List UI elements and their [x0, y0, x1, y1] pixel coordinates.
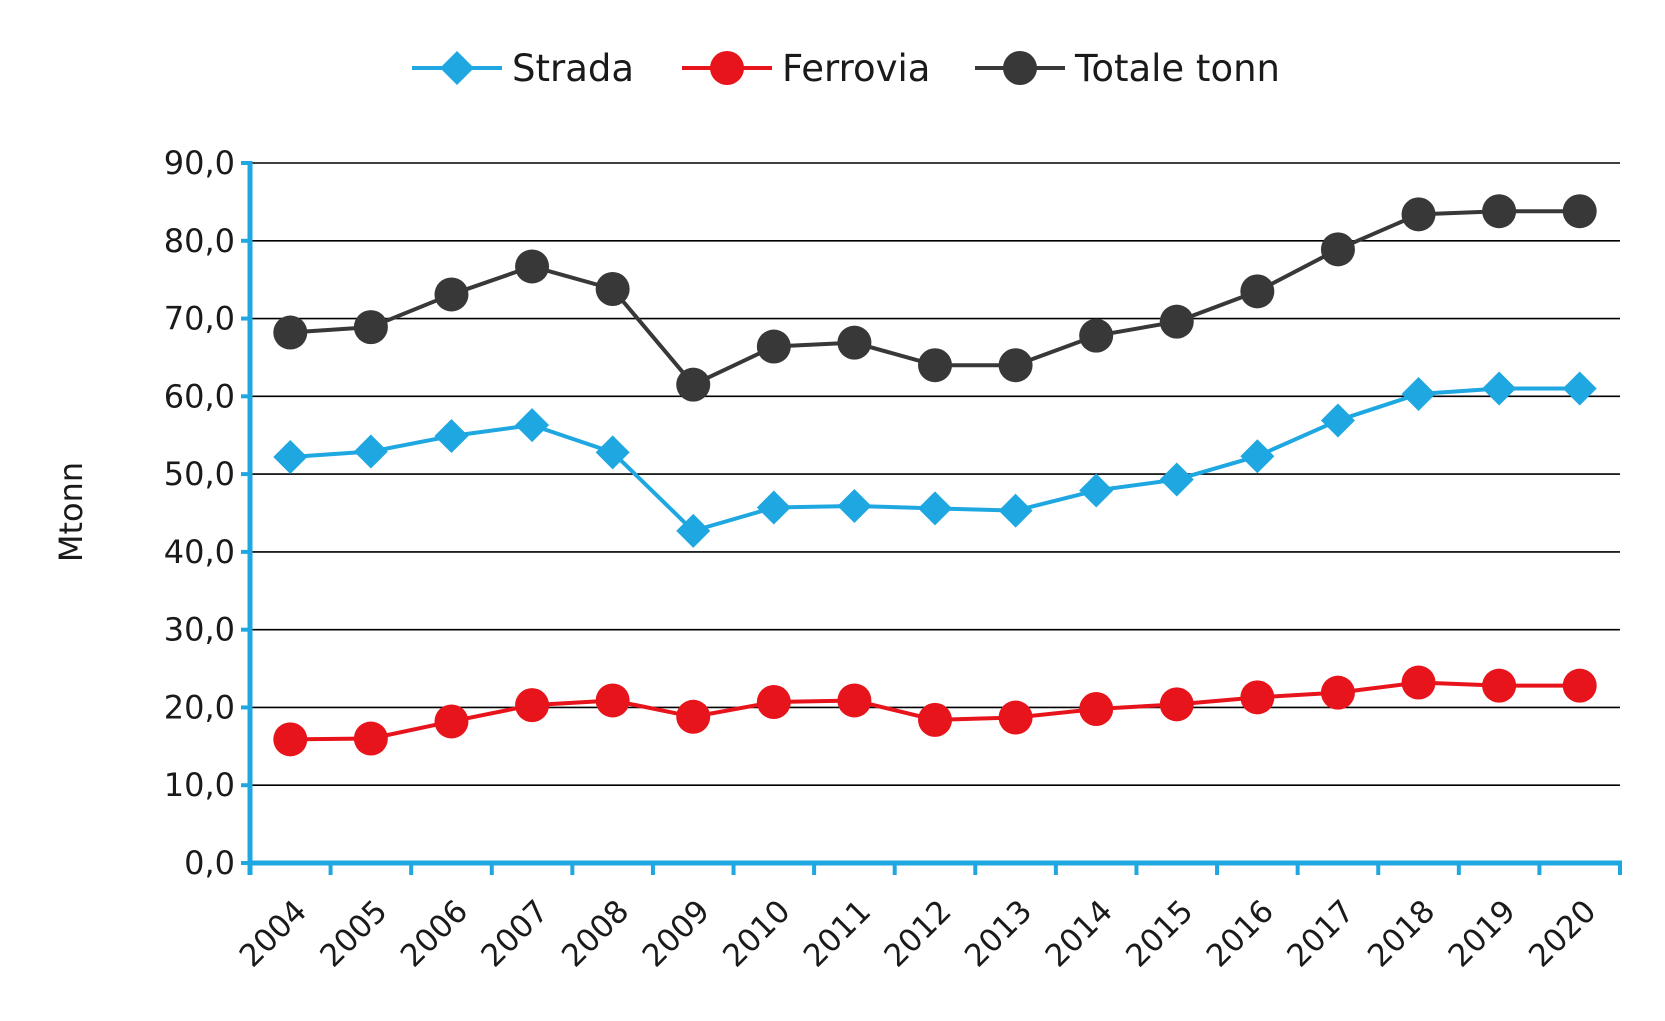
data-point-strada [1401, 377, 1436, 411]
data-point-ferrovia [1562, 668, 1597, 703]
y-tick-label: 90,0 [164, 144, 235, 182]
data-point-ferrovia [353, 721, 388, 756]
data-point-totale-tonn [1079, 318, 1114, 353]
y-tick-label: 0,0 [184, 844, 235, 882]
legend-label: Ferrovia [782, 47, 930, 90]
x-tick-label: 2005 [313, 893, 394, 974]
x-tick-label: 2016 [1200, 893, 1281, 974]
data-point-ferrovia [998, 700, 1033, 735]
axes [241, 161, 1622, 875]
y-tick-label: 20,0 [164, 688, 235, 726]
x-tick-label: 2009 [636, 893, 717, 974]
data-point-totale-tonn [434, 277, 469, 312]
x-tick-label: 2019 [1442, 893, 1523, 974]
data-point-ferrovia [595, 683, 630, 718]
data-point-ferrovia [756, 685, 791, 719]
x-tick-label: 2011 [797, 893, 878, 974]
data-point-strada [273, 440, 308, 474]
data-point-totale-tonn [1401, 197, 1436, 232]
data-point-totale-tonn [595, 272, 630, 306]
y-tick-label: 50,0 [164, 455, 235, 493]
data-point-strada [1240, 439, 1275, 474]
data-point-totale-tonn [515, 249, 550, 284]
data-point-ferrovia [1401, 665, 1436, 700]
data-point-strada [918, 491, 952, 526]
y-tick-label: 40,0 [164, 533, 235, 571]
legend-item-ferrovia: Ferrovia [682, 47, 930, 90]
series-strada [273, 371, 1597, 548]
x-tick-label: 2018 [1361, 893, 1442, 974]
data-point-totale-tonn [837, 325, 872, 360]
data-point-totale-tonn [1240, 274, 1275, 309]
data-point-strada [1482, 371, 1517, 406]
data-point-strada [1079, 473, 1114, 508]
x-tick-label: 2020 [1522, 893, 1603, 974]
data-point-ferrovia [1159, 687, 1194, 722]
data-point-totale-tonn [756, 329, 791, 364]
data-point-strada [1562, 371, 1597, 406]
data-point-strada [676, 513, 711, 548]
y-tick-label: 60,0 [164, 377, 235, 415]
data-point-strada [837, 489, 872, 523]
x-tick-label: 2014 [1039, 893, 1120, 974]
data-point-strada [1159, 462, 1194, 497]
data-point-strada [998, 493, 1033, 528]
data-point-totale-tonn [998, 348, 1033, 383]
data-point-strada [595, 435, 630, 470]
x-tick-label: 2012 [877, 893, 958, 974]
x-tick-label: 2006 [394, 893, 475, 974]
data-point-strada [434, 419, 469, 453]
data-point-totale-tonn [1159, 304, 1194, 339]
data-point-strada [353, 434, 388, 469]
data-point-ferrovia [434, 704, 469, 739]
legend-marker [440, 51, 474, 85]
x-tick-label: 2007 [474, 893, 555, 974]
data-point-ferrovia [273, 722, 308, 757]
data-point-totale-tonn [676, 367, 711, 402]
data-point-strada [515, 408, 550, 443]
series-totale-tonn [273, 194, 1597, 402]
legend-marker [1003, 51, 1037, 85]
data-point-totale-tonn [1562, 194, 1597, 229]
data-point-ferrovia [515, 688, 550, 723]
data-point-ferrovia [1079, 692, 1114, 726]
legend-label: Totale tonn [1074, 47, 1280, 90]
legend-item-totale-tonn: Totale tonn [975, 47, 1280, 90]
chart-legend: Strada Ferrovia Totale tonn [412, 47, 1280, 90]
data-point-strada [1320, 403, 1355, 438]
series-ferrovia [273, 665, 1597, 757]
data-point-ferrovia [676, 699, 711, 734]
x-tick-label: 2010 [716, 893, 797, 974]
legend-item-strada: Strada [412, 47, 634, 90]
x-tick-label: 2015 [1119, 893, 1200, 974]
series-layer [273, 194, 1597, 757]
y-tick-label: 10,0 [164, 766, 235, 804]
y-axis-title: Mtonn [52, 462, 90, 562]
y-tick-label: 70,0 [164, 300, 235, 338]
x-tick-label: 2013 [958, 893, 1039, 974]
data-point-totale-tonn [353, 310, 388, 345]
legend-marker [710, 51, 744, 85]
data-point-totale-tonn [1482, 194, 1517, 229]
data-point-totale-tonn [273, 315, 308, 350]
y-tick-label: 80,0 [164, 222, 235, 260]
data-point-ferrovia [1240, 680, 1275, 715]
x-tick-label: 2017 [1280, 893, 1361, 974]
data-point-ferrovia [1320, 675, 1355, 710]
data-point-ferrovia [837, 683, 872, 718]
y-axis-tick-labels: 0,0 10,0 20,0 30,0 40,0 50,0 60,0 70,0 80,0 90,0 [164, 144, 235, 882]
legend-label: Strada [512, 47, 634, 90]
data-point-ferrovia [1482, 668, 1517, 703]
data-point-strada [756, 490, 791, 525]
x-tick-label: 2004 [233, 893, 314, 974]
data-point-totale-tonn [918, 348, 952, 383]
data-point-totale-tonn [1320, 232, 1355, 267]
x-tick-label: 2008 [555, 893, 636, 974]
x-axis-tick-labels: 2004 2005 2006 2007 2008 2009 2010 2011 2012 2013… [233, 893, 1604, 974]
y-tick-label: 30,0 [164, 611, 235, 649]
data-point-ferrovia [918, 702, 952, 737]
